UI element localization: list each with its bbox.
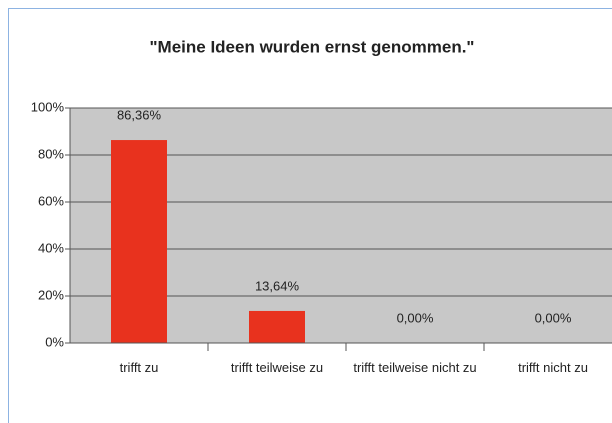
y-tick-label: 20% [38,287,64,302]
data-label: 0,00% [535,310,572,325]
data-label: 86,36% [117,107,162,122]
y-tick-label: 80% [38,146,64,161]
x-tick-label: trifft nicht zu [518,360,588,375]
y-tick-label: 40% [38,240,64,255]
x-tick-label: trifft teilweise zu [230,360,324,375]
data-label: 0,00% [397,310,434,325]
frame [8,8,612,423]
data-label: 13,64% [255,278,300,293]
bar [111,140,167,343]
y-tick-label: 100% [31,99,65,114]
bar [249,310,305,343]
x-tick-label: trifft zu [119,360,159,375]
y-tick-label: 0% [45,334,64,349]
x-tick-label: trifft teilweise nicht zu [353,360,477,375]
y-tick-label: 60% [38,193,64,208]
chart-title: "Meine Ideen wurden ernst genommen." [149,37,474,56]
